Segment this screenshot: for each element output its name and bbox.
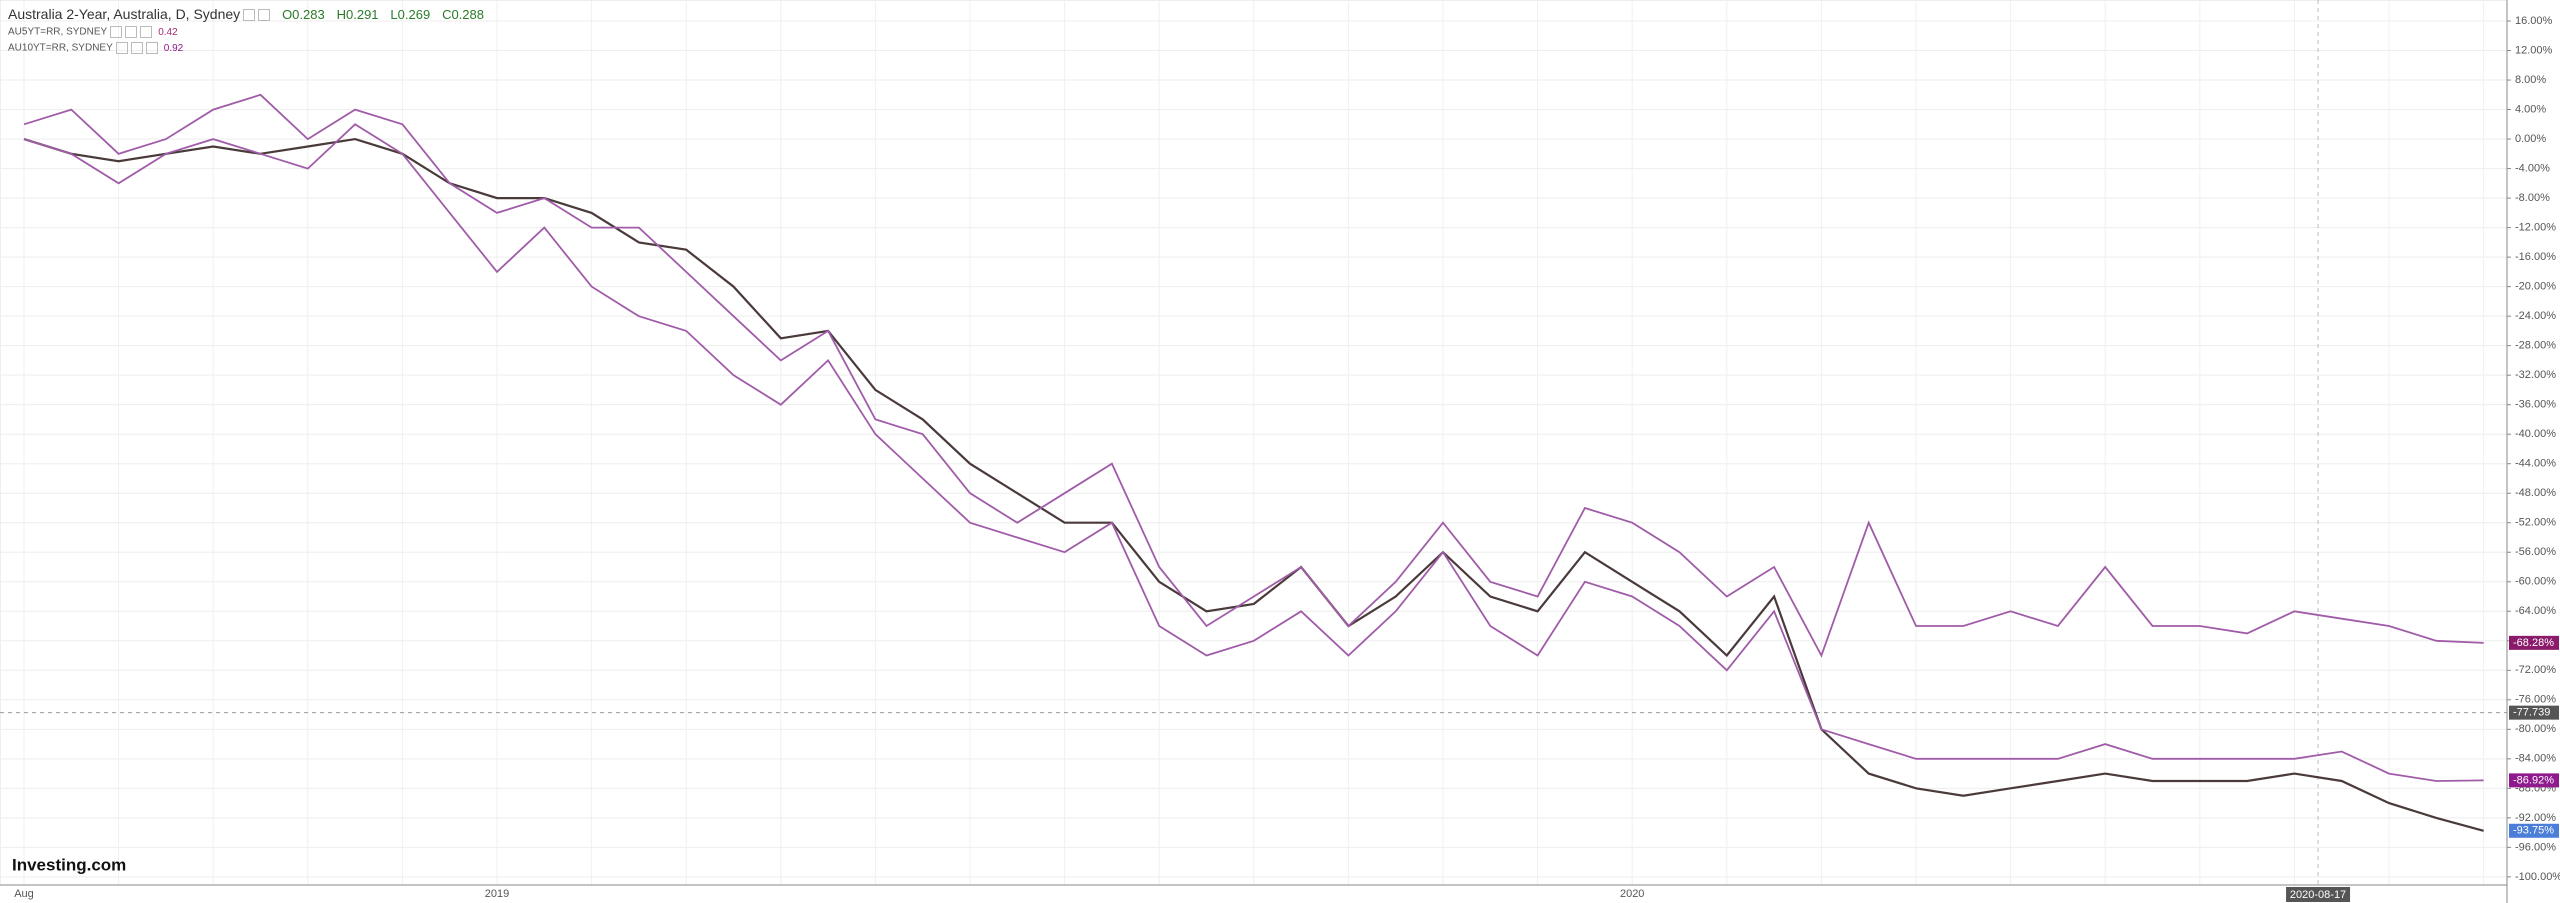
ohlc-close: C0.288 (442, 7, 484, 22)
y-tick-label: -72.00% (2515, 664, 2556, 676)
y-tick-label: -92.00% (2515, 812, 2556, 824)
y-tick-label: -32.00% (2515, 369, 2556, 381)
y-tick-label: -52.00% (2515, 517, 2556, 529)
y-tick-label: 8.00% (2515, 74, 2546, 86)
crosshair-x-box (2286, 887, 2351, 902)
crosshair-y-label: -77.739 (2513, 707, 2550, 719)
last-value-box (2509, 823, 2559, 838)
series-line (23, 137, 2484, 832)
legend-name: AU5YT=RR, SYDNEY (8, 26, 108, 38)
y-tick-label: -12.00% (2515, 222, 2556, 234)
legend-main[interactable]: Australia 2-Year, Australia, D, Sydney O… (8, 6, 484, 22)
legend-value: 0.92 (163, 42, 184, 54)
crosshair-y-box (2509, 705, 2559, 720)
series-line (23, 123, 2484, 782)
ohlc-high: H0.291 (336, 7, 379, 22)
x-tick-label: 2020 (1620, 888, 1644, 900)
x-tick-label: Aug (14, 888, 34, 900)
ohlc-open: O0.283 (282, 7, 325, 22)
y-tick-label: 12.00% (2515, 44, 2553, 56)
series-title: Australia 2-Year, Australia, D, Sydney (8, 6, 241, 22)
y-tick-label: 4.00% (2515, 103, 2546, 115)
y-tick-label: 16.00% (2515, 15, 2553, 27)
legend-name: AU10YT=RR, SYDNEY (8, 42, 113, 54)
y-tick-label: -80.00% (2515, 723, 2556, 735)
last-value-label: -68.28% (2513, 637, 2554, 649)
y-tick-label: 0.00% (2515, 133, 2546, 145)
ohlc-low: L0.269 (390, 7, 431, 22)
legend-value: 0.42 (158, 26, 178, 38)
y-tick-label: -44.00% (2515, 458, 2556, 470)
y-tick-label: -20.00% (2515, 281, 2556, 293)
y-tick-label: -60.00% (2515, 576, 2556, 588)
y-tick-label: -40.00% (2515, 428, 2556, 440)
x-tick-label: 2019 (485, 888, 509, 900)
series-line (23, 93, 2484, 658)
last-value-label: -86.92% (2513, 774, 2554, 786)
y-tick-label: -4.00% (2515, 162, 2550, 174)
y-tick-label: -76.00% (2515, 694, 2556, 706)
last-value-label: -93.75% (2513, 825, 2554, 837)
y-tick-label: -64.00% (2515, 605, 2556, 617)
y-tick-label: -36.00% (2515, 399, 2556, 411)
legend-entry[interactable]: AU10YT=RR, SYDNEY 0.92 (8, 42, 484, 54)
y-tick-label: -84.00% (2515, 753, 2556, 765)
y-tick-label: -56.00% (2515, 546, 2556, 558)
y-tick-label: -24.00% (2515, 310, 2556, 322)
y-tick-label: -28.00% (2515, 340, 2556, 352)
crosshair-x-label: 2020-08-17 (2290, 889, 2346, 901)
legend-entry[interactable]: AU5YT=RR, SYDNEY 0.42 (8, 26, 484, 38)
y-tick-label: -16.00% (2515, 251, 2556, 263)
logo: Investing.com (12, 855, 126, 874)
last-value-box (2509, 635, 2559, 650)
last-value-box (2509, 773, 2559, 788)
y-tick-label: -100.00% (2515, 871, 2560, 883)
legend: Australia 2-Year, Australia, D, Sydney O… (8, 6, 484, 54)
y-tick-label: -8.00% (2515, 192, 2550, 204)
y-tick-label: -96.00% (2515, 841, 2556, 853)
y-tick-label: -48.00% (2515, 487, 2556, 499)
